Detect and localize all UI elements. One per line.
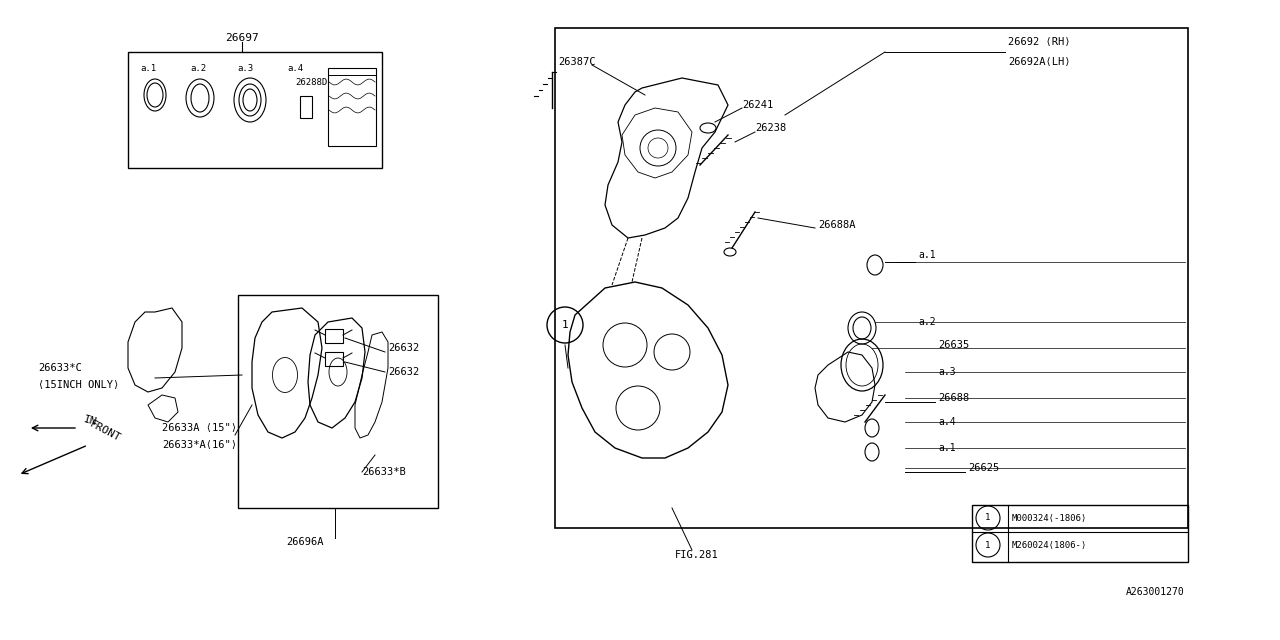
Bar <box>328 68 376 146</box>
Text: 26696A: 26696A <box>287 537 324 547</box>
Text: IN: IN <box>82 414 97 427</box>
Text: a.3: a.3 <box>938 367 956 377</box>
Text: 26635: 26635 <box>938 340 969 350</box>
Text: 1: 1 <box>562 320 568 330</box>
Text: 26632: 26632 <box>388 367 420 377</box>
Bar <box>325 329 343 343</box>
Text: 26633*C: 26633*C <box>38 363 82 373</box>
Text: 26241: 26241 <box>742 100 773 110</box>
Text: 26633*B: 26633*B <box>362 467 406 477</box>
Text: 26238: 26238 <box>755 123 786 133</box>
Text: a.3: a.3 <box>237 63 253 72</box>
Text: a.2: a.2 <box>918 317 936 327</box>
Text: 26697: 26697 <box>225 33 259 43</box>
Text: ⟨15INCH ONLY⟩: ⟨15INCH ONLY⟩ <box>38 380 119 390</box>
Text: FIG.281: FIG.281 <box>675 550 719 560</box>
Text: A263001270: A263001270 <box>1125 587 1184 597</box>
Text: 1: 1 <box>986 513 991 522</box>
Text: 26387C: 26387C <box>558 57 595 67</box>
Text: 26633*A⟨16"⟩: 26633*A⟨16"⟩ <box>163 440 237 450</box>
Text: a.1: a.1 <box>938 443 956 453</box>
Text: 26632: 26632 <box>388 343 420 353</box>
Bar <box>300 96 312 118</box>
Text: 26692 ⟨RH⟩: 26692 ⟨RH⟩ <box>1009 37 1070 47</box>
Bar <box>325 352 343 366</box>
Text: FRONT: FRONT <box>88 419 123 444</box>
Text: a.4: a.4 <box>287 63 303 72</box>
Text: 1: 1 <box>986 541 991 550</box>
Text: 26633A ⟨15"⟩: 26633A ⟨15"⟩ <box>163 423 237 433</box>
Text: M260024⟨1806-⟩: M260024⟨1806-⟩ <box>1012 541 1087 550</box>
Text: 26625: 26625 <box>968 463 1000 473</box>
Text: a.2: a.2 <box>189 63 206 72</box>
Text: 26692A⟨LH⟩: 26692A⟨LH⟩ <box>1009 57 1070 67</box>
Text: 26288D: 26288D <box>294 77 328 86</box>
Text: 26688A: 26688A <box>818 220 855 230</box>
Text: M000324⟨-1806⟩: M000324⟨-1806⟩ <box>1012 513 1087 522</box>
Text: a.1: a.1 <box>918 250 936 260</box>
Text: a.1: a.1 <box>140 63 156 72</box>
Text: 26688: 26688 <box>938 393 969 403</box>
Text: a.4: a.4 <box>938 417 956 427</box>
